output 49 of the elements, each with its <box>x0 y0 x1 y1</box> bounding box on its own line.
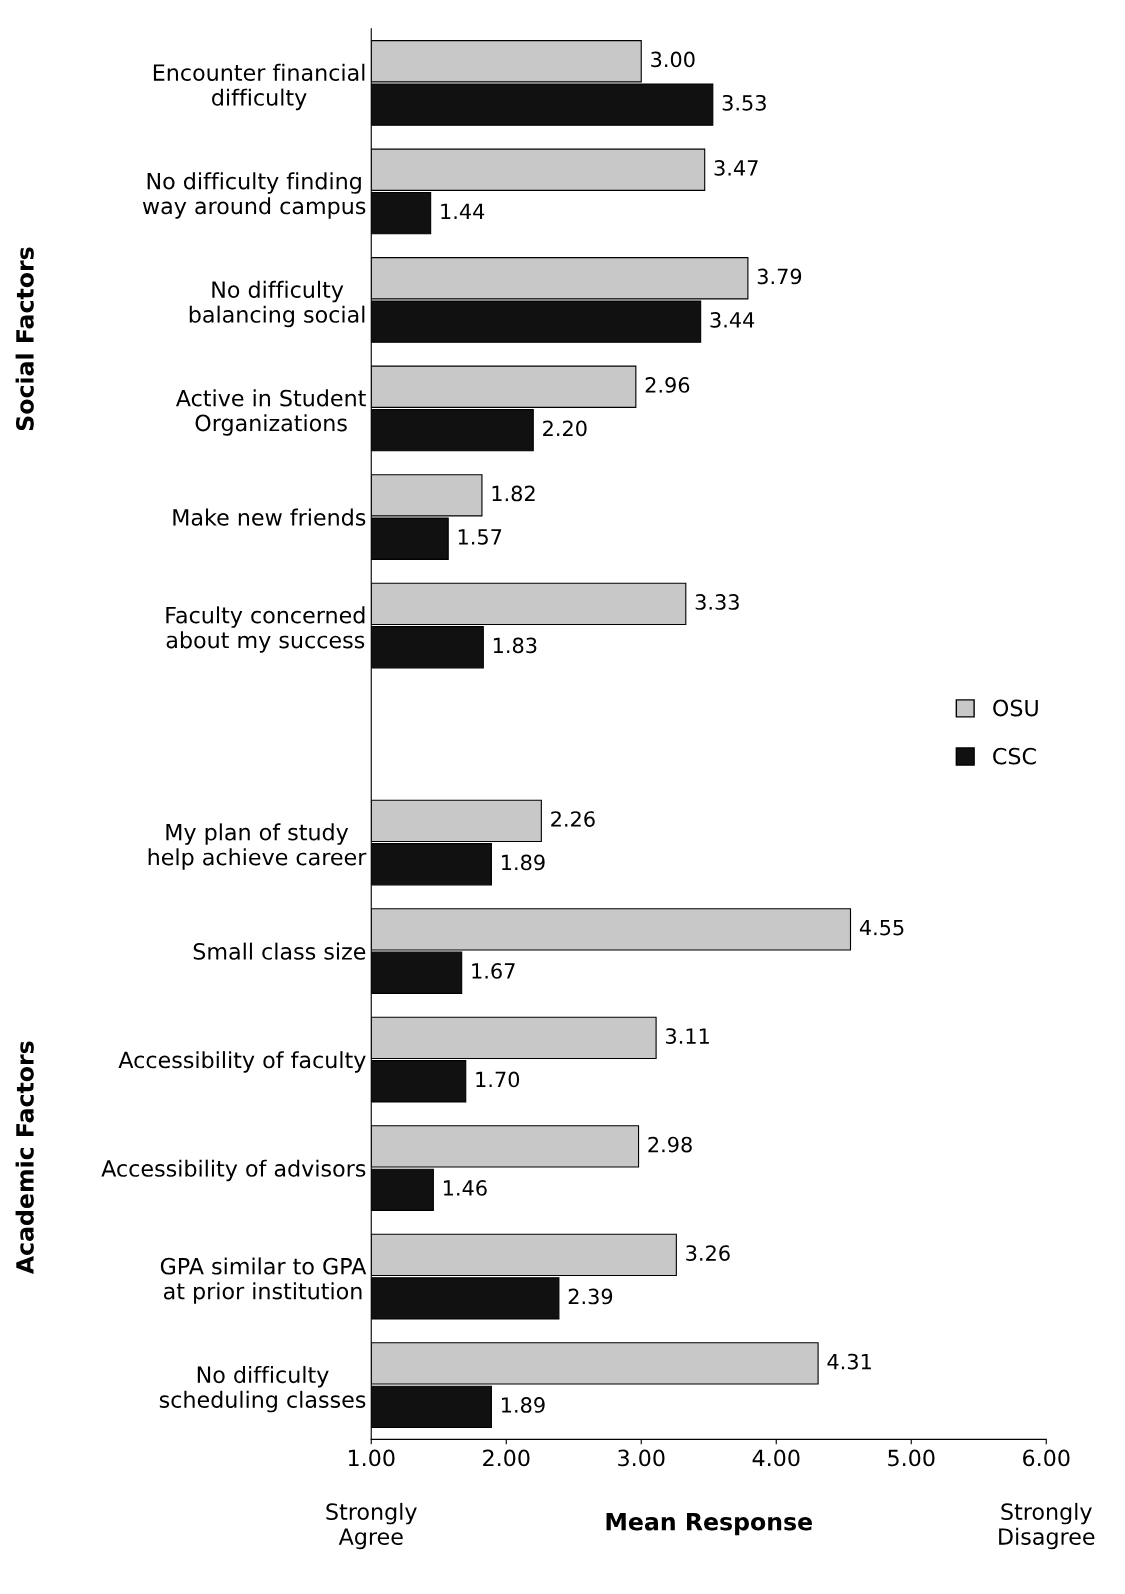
y-tick-label: No difficulty balancing social <box>189 280 365 328</box>
x-tick-label: 4.00 <box>752 1449 800 1467</box>
x-tick-label: 2.00 <box>483 1449 530 1467</box>
data-label: 3.79 <box>757 268 802 285</box>
data-label: 3.33 <box>695 594 739 610</box>
text: Strongly Agree <box>326 1502 417 1550</box>
text: Academic Factors <box>15 1041 34 1275</box>
data-label: 1.44 <box>441 203 485 219</box>
x-tick-label: 5.00 <box>888 1449 935 1467</box>
data-label: 1.89 <box>502 1397 545 1413</box>
y-tick-label: My plan of study help achieve career <box>148 823 367 870</box>
data-label: 2.39 <box>568 1288 613 1305</box>
data-label: 1.46 <box>443 1180 487 1196</box>
y-tick-label: Encounter financial difficulty <box>153 63 365 111</box>
y-tick-label: Faculty concerned about my success <box>166 606 365 653</box>
y-tick-label: No difficulty finding way around campus <box>142 172 366 219</box>
data-label: 1.89 <box>502 854 545 871</box>
data-label: 3.47 <box>714 160 758 176</box>
data-label: 2.96 <box>645 377 690 393</box>
data-label: 2.98 <box>648 1136 692 1153</box>
data-label: 2.26 <box>551 811 595 827</box>
data-label: 1.82 <box>492 485 535 502</box>
data-label: 3.26 <box>686 1245 730 1261</box>
y-tick-label: Accessibility of faculty <box>118 1051 366 1073</box>
x-tick-label: 6.00 <box>1023 1449 1070 1467</box>
x-axis-title: Mean Response <box>606 1513 812 1536</box>
y-tick-label: Accessibility of advisors <box>101 1159 366 1182</box>
legend-label: OSU <box>993 699 1038 717</box>
data-label: 1.67 <box>472 963 515 979</box>
data-label: 3.00 <box>651 51 695 68</box>
data-label: 1.57 <box>458 529 502 545</box>
y-tick-label: No difficulty scheduling classes <box>159 1365 366 1413</box>
data-label: 1.70 <box>476 1071 520 1088</box>
data-label: 3.44 <box>710 311 755 328</box>
data-label: 2.20 <box>543 420 587 437</box>
data-label: 3.53 <box>722 94 766 111</box>
text: Social Factors <box>15 247 34 431</box>
y-tick-label: Active in Student Organizations <box>175 389 366 436</box>
data-label: 4.55 <box>859 919 904 936</box>
y-tick-label: GPA similar to GPA at prior institution <box>160 1257 367 1304</box>
legend-label: CSC <box>993 747 1036 765</box>
data-label: 1.83 <box>493 637 537 654</box>
y-tick-label: Small class size <box>193 942 366 960</box>
x-tick-label: 3.00 <box>618 1449 665 1467</box>
text: Strongly Disagree <box>999 1502 1095 1550</box>
y-tick-label: Make new friends <box>173 508 366 526</box>
data-label: 3.11 <box>666 1028 709 1044</box>
x-tick-label: 1.00 <box>348 1449 395 1467</box>
data-label: 4.31 <box>827 1353 871 1370</box>
